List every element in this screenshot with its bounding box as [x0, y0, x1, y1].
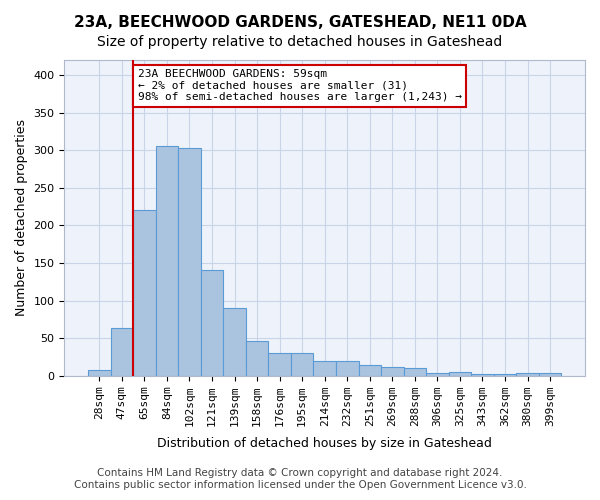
Bar — [133, 210, 155, 376]
Bar — [381, 368, 404, 376]
Bar — [336, 362, 359, 376]
X-axis label: Distribution of detached houses by size in Gateshead: Distribution of detached houses by size … — [157, 437, 492, 450]
Bar — [494, 374, 516, 376]
Bar — [539, 372, 562, 376]
Bar — [404, 368, 426, 376]
Bar — [516, 374, 539, 376]
Bar — [246, 341, 268, 376]
Bar — [223, 308, 246, 376]
Y-axis label: Number of detached properties: Number of detached properties — [15, 120, 28, 316]
Bar — [110, 328, 133, 376]
Bar — [88, 370, 110, 376]
Text: 23A BEECHWOOD GARDENS: 59sqm
← 2% of detached houses are smaller (31)
98% of sem: 23A BEECHWOOD GARDENS: 59sqm ← 2% of det… — [137, 69, 461, 102]
Bar — [426, 372, 449, 376]
Bar — [201, 270, 223, 376]
Bar — [359, 365, 381, 376]
Bar — [449, 372, 471, 376]
Text: Size of property relative to detached houses in Gateshead: Size of property relative to detached ho… — [97, 35, 503, 49]
Bar — [268, 353, 291, 376]
Bar — [178, 148, 201, 376]
Bar — [291, 353, 313, 376]
Bar — [471, 374, 494, 376]
Bar — [313, 362, 336, 376]
Text: 23A, BEECHWOOD GARDENS, GATESHEAD, NE11 0DA: 23A, BEECHWOOD GARDENS, GATESHEAD, NE11 … — [74, 15, 526, 30]
Text: Contains HM Land Registry data © Crown copyright and database right 2024.
Contai: Contains HM Land Registry data © Crown c… — [74, 468, 526, 490]
Bar — [155, 146, 178, 376]
